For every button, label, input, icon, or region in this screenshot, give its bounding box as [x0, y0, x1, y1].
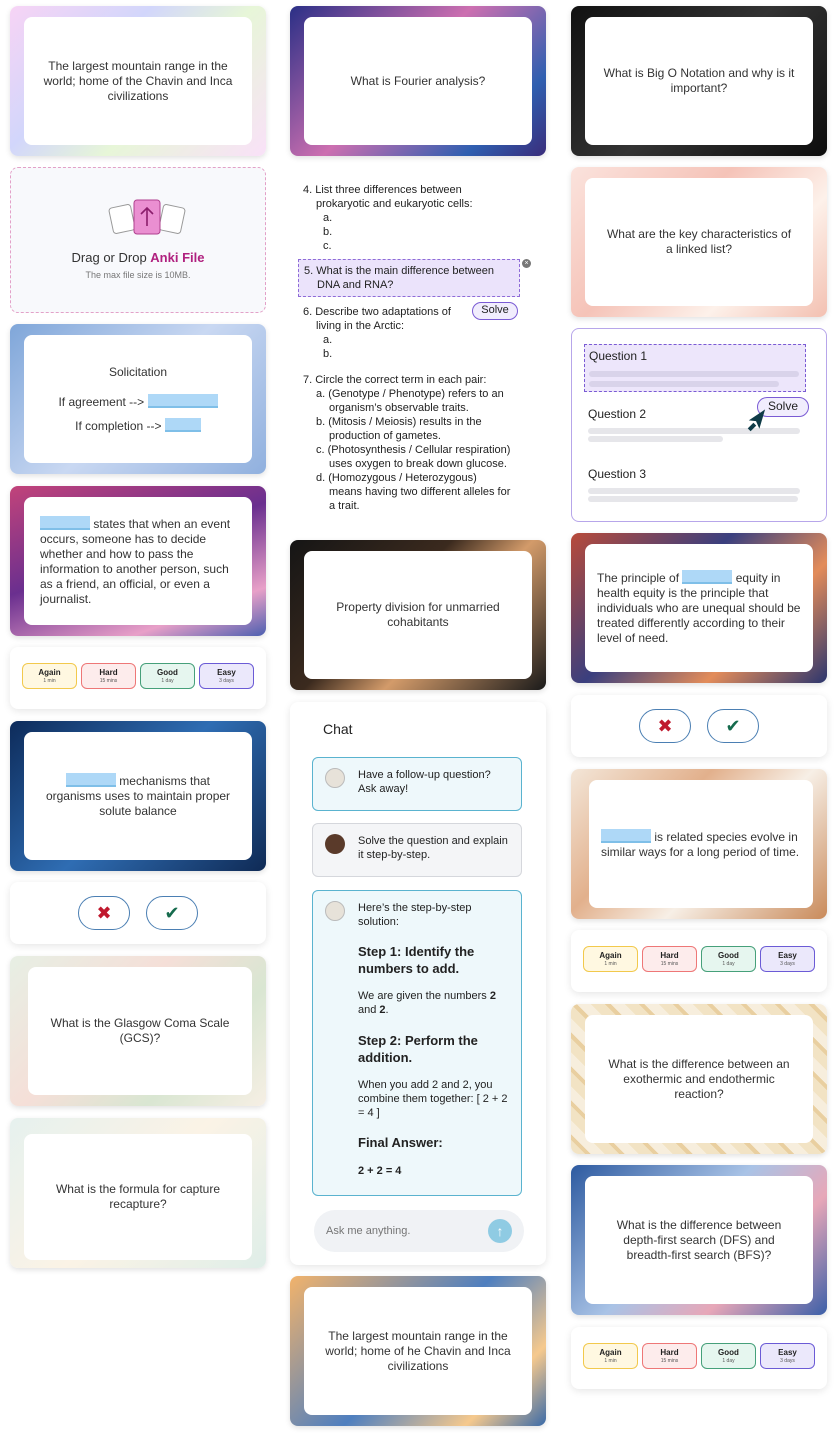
- blank-field[interactable]: [682, 570, 733, 584]
- quiz-question-3-label: Question 3: [588, 467, 647, 481]
- flashcard-thermic[interactable]: What is the difference between an exothe…: [571, 1004, 827, 1154]
- placeholder-line: [588, 488, 800, 494]
- rating-easy-button[interactable]: Easy 3 days: [199, 663, 254, 689]
- blank-field[interactable]: [65, 773, 116, 787]
- upload-title: Drag or Drop Anki File: [71, 250, 205, 265]
- card-text: What is the formula for capture recaptur…: [24, 1134, 252, 1260]
- rating-panel: Again 1 min Hard 15 mins Good 1 day Easy 3 d…: [571, 1327, 827, 1389]
- chat-input-bar[interactable]: ↑: [314, 1210, 524, 1252]
- blank-field[interactable]: [40, 515, 90, 530]
- close-icon[interactable]: ×: [522, 259, 531, 268]
- cursor-arrow-icon: [747, 409, 766, 432]
- rating-good-button[interactable]: Good 1 day: [701, 1343, 756, 1369]
- user-avatar-icon: [325, 834, 345, 854]
- rating-hard-button[interactable]: Hard 15 mins: [81, 663, 136, 689]
- quiz-panel: Question 1 Question 2 Solve Question 3: [571, 328, 827, 522]
- worksheet-q7: 7. Circle the correct term in each pair:…: [303, 374, 511, 512]
- rating-again-button[interactable]: Again 1 min: [583, 1343, 638, 1369]
- card-text: states that when an event occurs, someon…: [24, 497, 252, 625]
- solicitation-line2: If completion -->: [75, 418, 162, 433]
- blank-field[interactable]: [164, 417, 201, 432]
- blank-field[interactable]: [147, 393, 218, 408]
- card-text: What is the difference between depth-fir…: [585, 1176, 813, 1304]
- rating-panel: Again 1 min Hard 15 mins Good 1 day Easy 3 d…: [10, 647, 266, 709]
- rating-hard-button[interactable]: Hard 15 mins: [642, 946, 697, 972]
- blank-field[interactable]: [601, 828, 651, 843]
- flashcard-fourier[interactable]: What is Fourier analysis?: [290, 6, 546, 156]
- placeholder-line: [588, 496, 798, 502]
- quiz-question-2-label: Question 2: [588, 407, 647, 421]
- rating-good-button[interactable]: Good 1 day: [140, 663, 195, 689]
- flashcard-mountain[interactable]: The largest mountain range in the world;…: [10, 6, 266, 156]
- answer-panel: ✖ ✔: [571, 695, 827, 757]
- card-text: What is the difference between an exothe…: [585, 1015, 813, 1143]
- send-arrow-icon[interactable]: ↑: [488, 1219, 512, 1243]
- card-text: is related species evolve in similar way…: [589, 780, 813, 908]
- worksheet: 4. List three differences between prokar…: [303, 184, 473, 252]
- flashcard-gcs[interactable]: What is the Glasgow Coma Scale (GCS)?: [10, 956, 266, 1106]
- flashcard-capture[interactable]: What is the formula for capture recaptur…: [10, 1118, 266, 1268]
- wrong-button[interactable]: ✖: [78, 896, 130, 930]
- quiz-question-1[interactable]: Question 1: [584, 344, 806, 392]
- flashcard-equity[interactable]: The principle of equity in health equity…: [571, 533, 827, 683]
- solicitation-title: Solicitation: [108, 364, 168, 379]
- rating-hard-button[interactable]: Hard 15 mins: [642, 1343, 697, 1369]
- wrong-button[interactable]: ✖: [639, 709, 691, 743]
- card-text: The largest mountain range in the world;…: [304, 1287, 532, 1415]
- rating-good-button[interactable]: Good 1 day: [701, 946, 756, 972]
- flashcard-mountain-2[interactable]: The largest mountain range in the world;…: [290, 1276, 546, 1426]
- card-text: The principle of equity in health equity…: [585, 544, 813, 672]
- card-text: What is Big O Notation and why is it imp…: [585, 17, 813, 145]
- rating-panel: Again 1 min Hard 15 mins Good 1 day Easy 3 d…: [571, 930, 827, 992]
- chat-message-bot: Have a follow-up question? Ask away!: [312, 757, 522, 811]
- chat-title: Chat: [323, 721, 353, 737]
- placeholder-line: [588, 428, 800, 434]
- rating-easy-button[interactable]: Easy 3 days: [760, 1343, 815, 1369]
- chat-input[interactable]: [326, 1222, 476, 1240]
- card-text: What are the key characteristics of a li…: [585, 178, 813, 306]
- flashcard-solute[interactable]: mechanisms that organisms uses to mainta…: [10, 721, 266, 871]
- flashcard-dfs[interactable]: What is the difference between depth-fir…: [571, 1165, 827, 1315]
- solicitation-line1: If agreement -->: [58, 394, 145, 409]
- answer-panel: ✖ ✔: [10, 882, 266, 944]
- card-text: The largest mountain range in the world;…: [24, 17, 252, 145]
- upload-dropzone[interactable]: Drag or Drop Anki File The max file size…: [10, 167, 266, 313]
- flashcard-species[interactable]: is related species evolve in similar way…: [571, 769, 827, 919]
- flashcard-bigo[interactable]: What is Big O Notation and why is it imp…: [571, 6, 827, 156]
- rating-again-button[interactable]: Again 1 min: [22, 663, 77, 689]
- solicitation-card: Solicitation If agreement --> If complet…: [24, 335, 252, 463]
- card-text: What is Fourier analysis?: [304, 17, 532, 145]
- selected-question[interactable]: 5. What is the main difference between D…: [298, 259, 520, 297]
- upload-note: The max file size is 10MB.: [85, 270, 191, 280]
- placeholder-line: [588, 436, 723, 442]
- right-button[interactable]: ✔: [707, 709, 759, 743]
- chat-panel: Chat Have a follow-up question? Ask away…: [290, 702, 546, 1265]
- file-upload-icon: [108, 199, 186, 235]
- solve-button[interactable]: Solve: [472, 302, 518, 320]
- right-button[interactable]: ✔: [146, 896, 198, 930]
- worksheet-q6: 6. Describe two adaptations of al living…: [303, 306, 511, 360]
- chat-message-answer: Here’s the step-by-step solution: Step 1…: [312, 890, 522, 1196]
- rating-easy-button[interactable]: Easy 3 days: [760, 946, 815, 972]
- card-text: What is the Glasgow Coma Scale (GCS)?: [28, 967, 252, 1095]
- bot-avatar-icon: [325, 901, 345, 921]
- flashcard-solicitation[interactable]: Solicitation If agreement --> If complet…: [10, 324, 266, 474]
- chat-message-user: Solve the question and explain it step-b…: [312, 823, 522, 877]
- card-text: mechanisms that organisms uses to mainta…: [24, 732, 252, 860]
- card-text: Property division for unmarried cohabita…: [304, 551, 532, 679]
- rating-again-button[interactable]: Again 1 min: [583, 946, 638, 972]
- flashcard-journalism[interactable]: states that when an event occurs, someon…: [10, 486, 266, 636]
- bot-avatar-icon: [325, 768, 345, 788]
- flashcard-linked-list[interactable]: What are the key characteristics of a li…: [571, 167, 827, 317]
- flashcard-property[interactable]: Property division for unmarried cohabita…: [290, 540, 546, 690]
- solve-button[interactable]: Solve: [757, 397, 809, 417]
